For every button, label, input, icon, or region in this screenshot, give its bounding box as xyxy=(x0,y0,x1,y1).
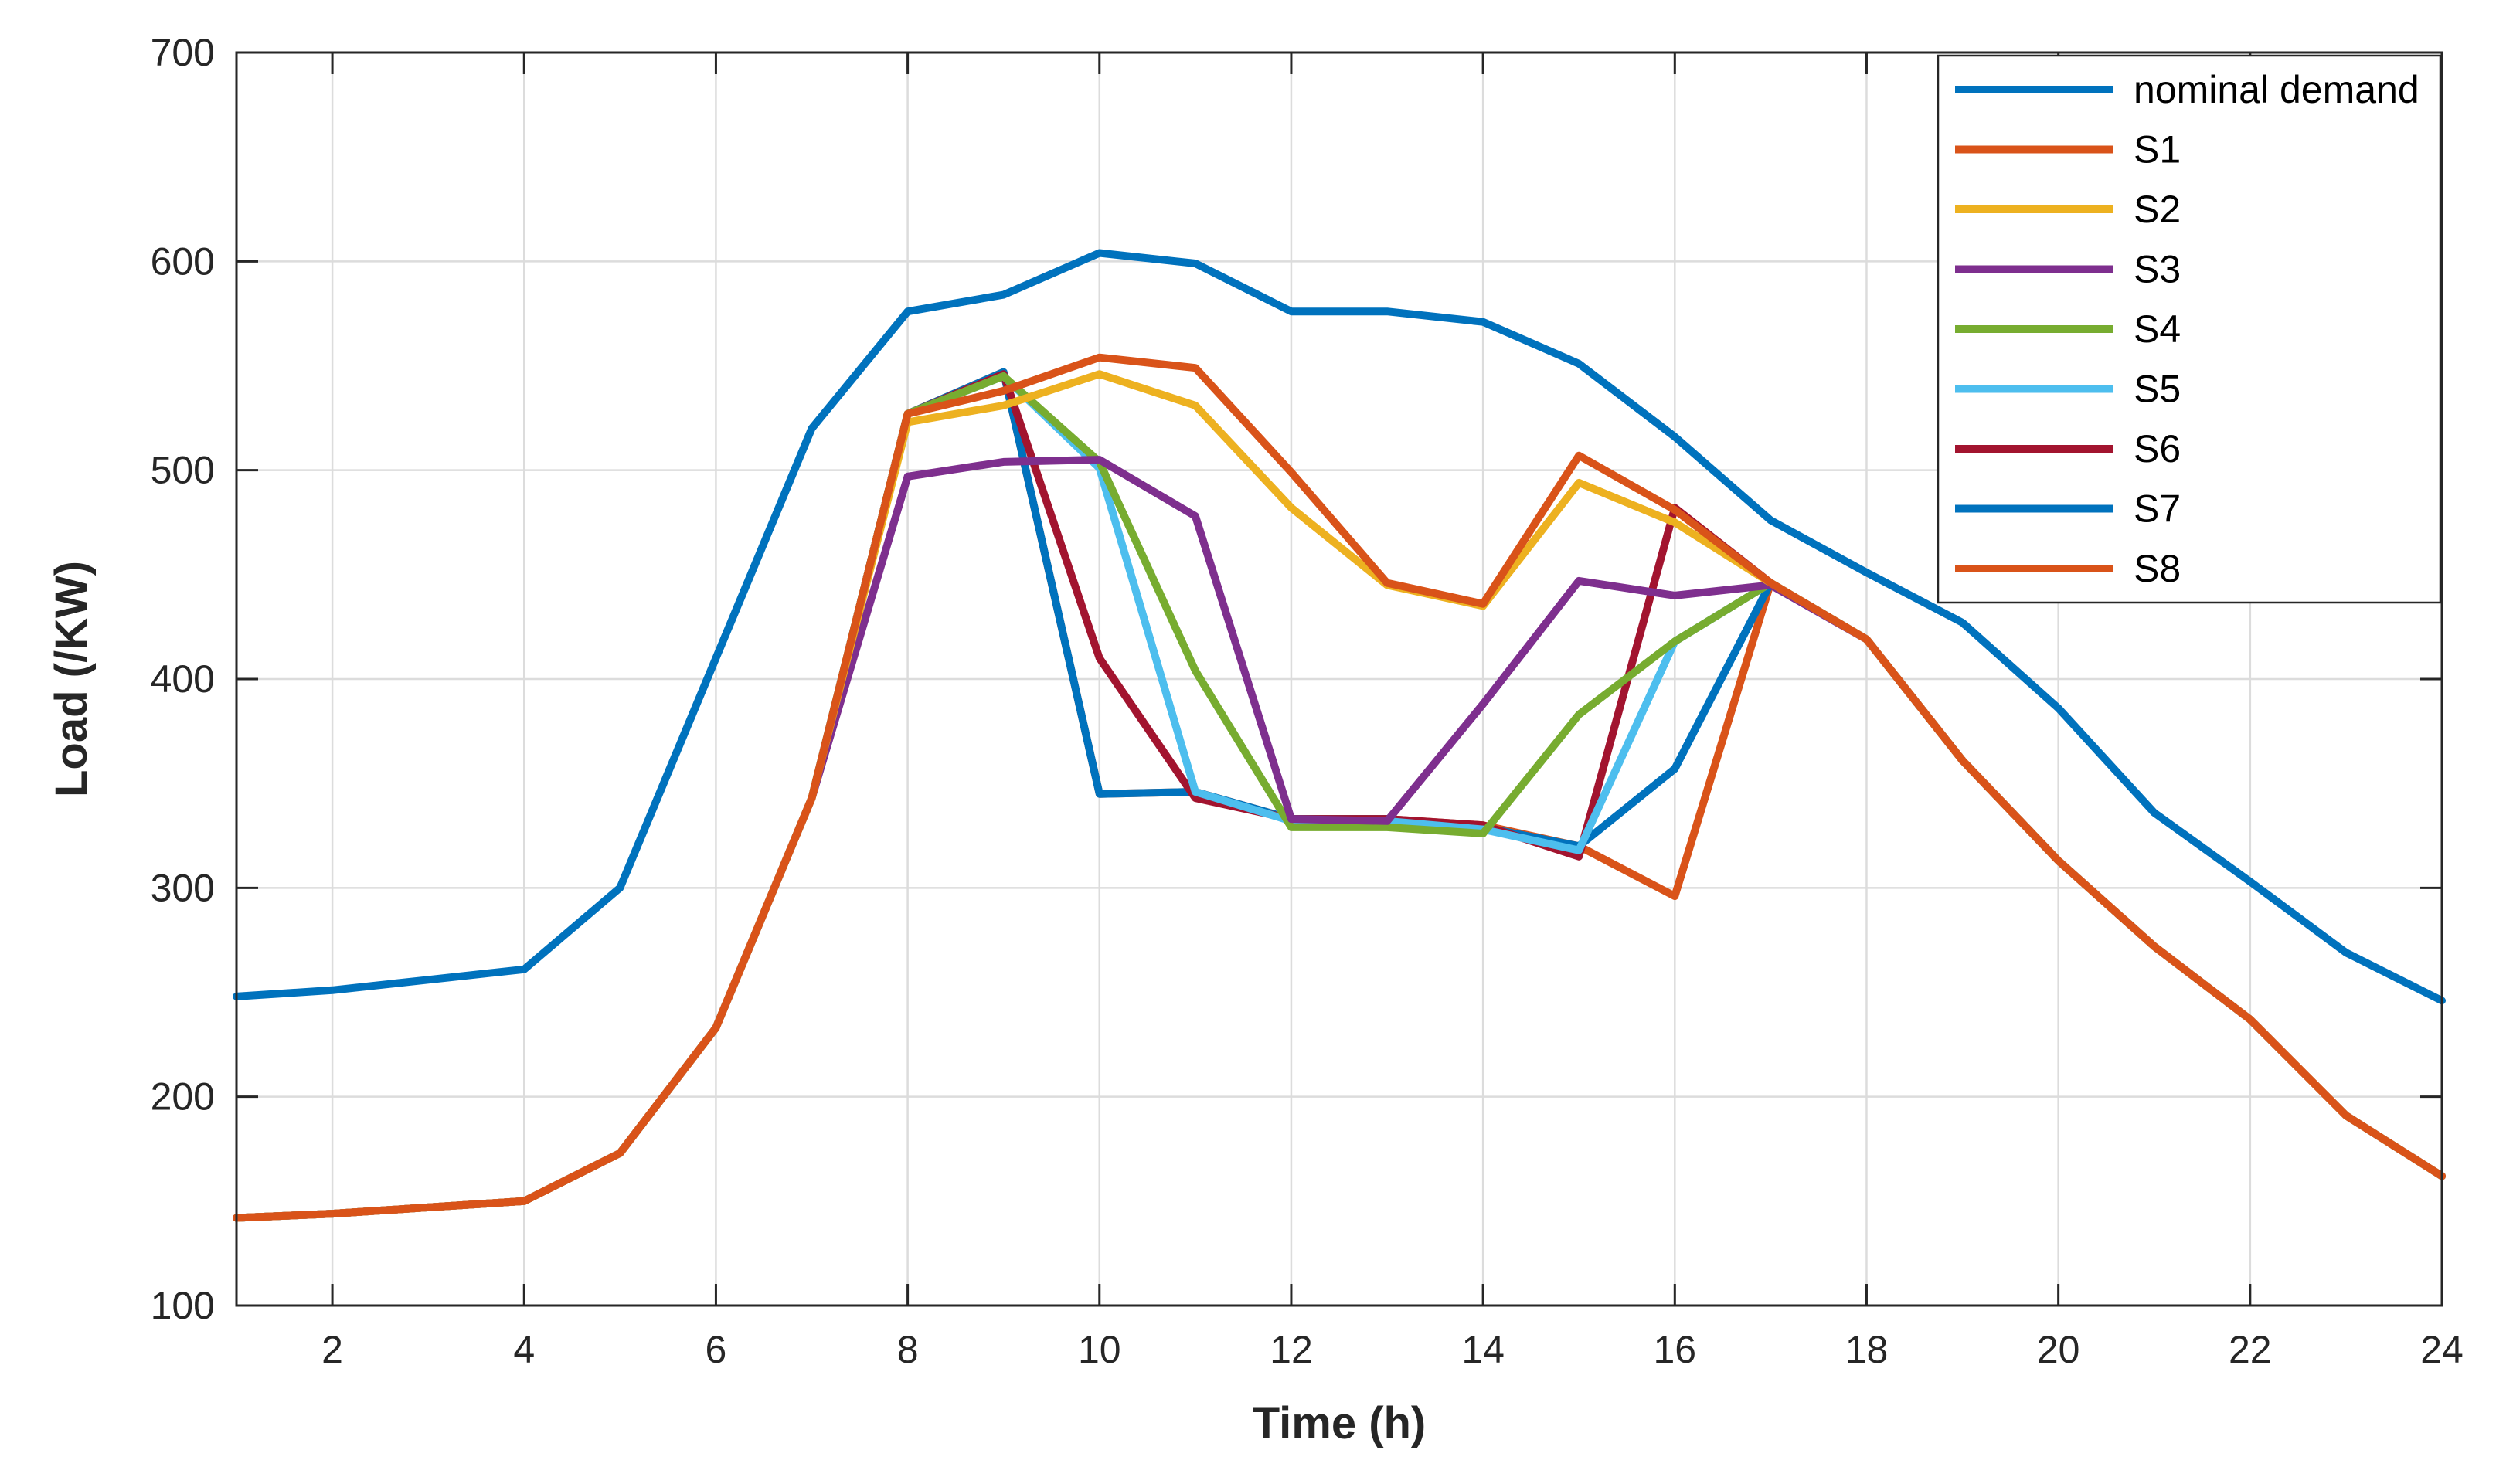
legend: nominal demand S1 S2 S3 S4 S5 S6 S7 S8 xyxy=(1937,54,2442,604)
x-tick-label: 22 xyxy=(2229,1328,2272,1371)
x-tick-label: 18 xyxy=(1845,1328,1889,1371)
x-tick-label: 6 xyxy=(706,1328,727,1371)
x-tick-label: 8 xyxy=(897,1328,919,1371)
legend-label: S6 xyxy=(2134,427,2181,470)
series-line-s1 xyxy=(233,353,2446,1222)
legend-label: S8 xyxy=(2134,547,2181,590)
y-tick-label: 300 xyxy=(151,866,215,909)
y-tick-label: 600 xyxy=(151,239,215,283)
legend-label: S7 xyxy=(2134,487,2181,531)
legend-label: S2 xyxy=(2134,188,2181,231)
x-tick-label: 10 xyxy=(1078,1328,1121,1371)
x-tick-label: 24 xyxy=(2420,1328,2464,1371)
y-tick-label: 400 xyxy=(151,657,215,701)
legend-label: S5 xyxy=(2134,368,2181,411)
y-tick-label: 100 xyxy=(151,1284,215,1327)
x-tick-label: 2 xyxy=(321,1328,343,1371)
x-axis-title: Time (h) xyxy=(1253,1398,1427,1448)
y-tick-label: 500 xyxy=(151,449,215,492)
x-tick-label: 4 xyxy=(513,1328,535,1371)
legend-label: S3 xyxy=(2134,248,2181,291)
legend-label: S1 xyxy=(2134,128,2181,171)
legend-items: nominal demand S1 S2 S3 S4 S5 S6 S7 S8 xyxy=(1955,68,2419,590)
x-tick-label: 20 xyxy=(2037,1328,2080,1371)
x-tick-label: 16 xyxy=(1653,1328,1696,1371)
series-lines xyxy=(233,249,2446,1222)
y-tick-label: 700 xyxy=(151,31,215,74)
x-tick-label: 12 xyxy=(1270,1328,1313,1371)
legend-label: nominal demand xyxy=(2134,68,2419,111)
legend-label: S4 xyxy=(2134,307,2181,351)
x-tick-label: 14 xyxy=(1461,1328,1505,1371)
series-line-nominal-demand xyxy=(233,249,2446,1005)
y-tick-label: 200 xyxy=(151,1075,215,1119)
y-axis-title: Load (/KW) xyxy=(46,561,97,797)
